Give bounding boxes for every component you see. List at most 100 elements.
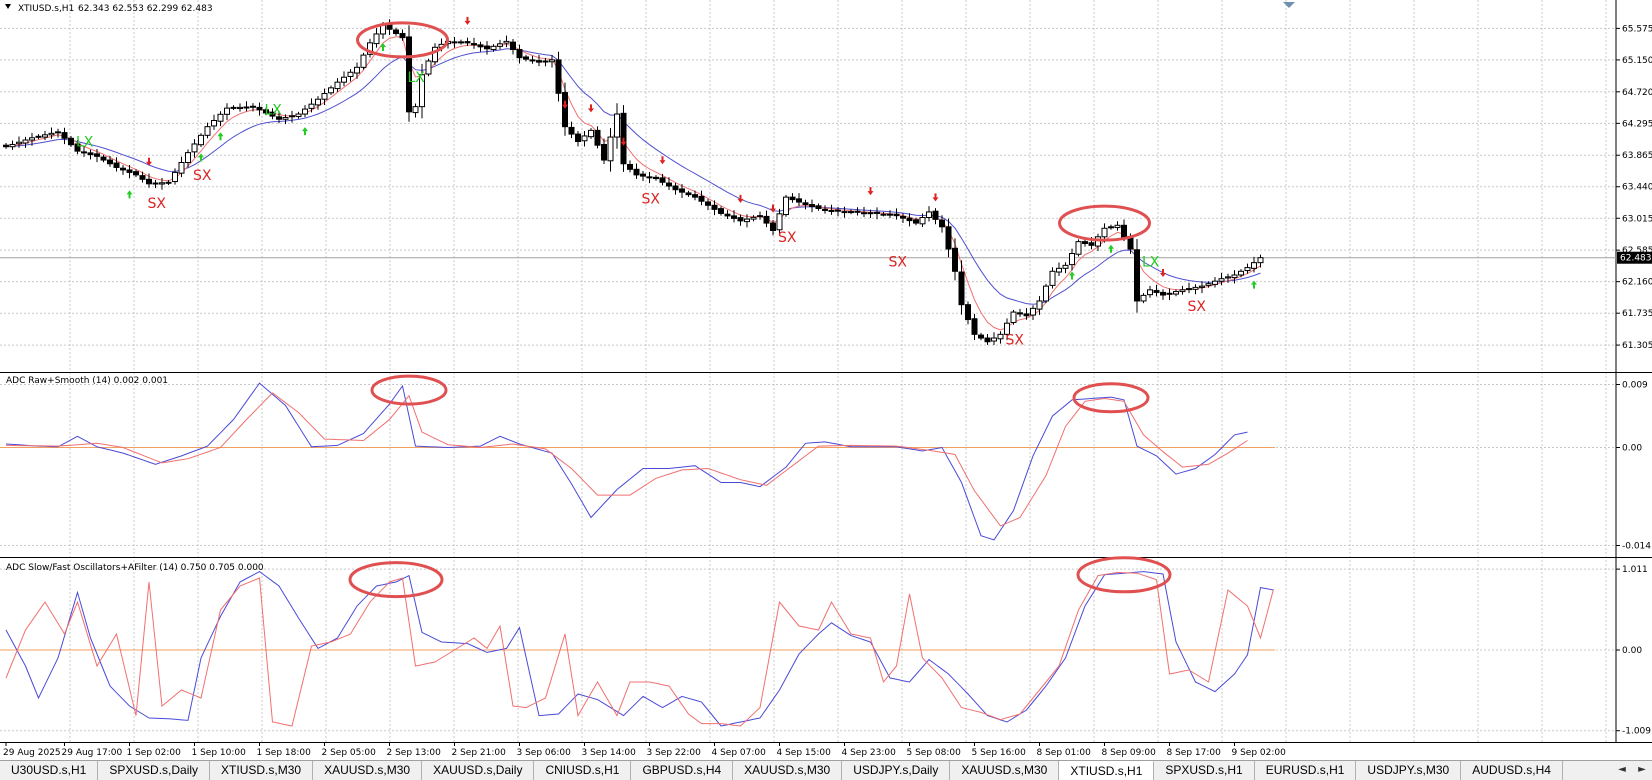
candle-body — [1199, 285, 1205, 288]
candle-body — [432, 46, 438, 63]
candle — [1075, 239, 1082, 257]
candle — [484, 41, 490, 55]
candle-body — [458, 41, 464, 44]
candle — [198, 133, 204, 147]
tab-eurusd-s-h1[interactable]: EURUSD.s,H1 — [1255, 761, 1357, 780]
candle-body — [471, 43, 477, 46]
axis-tick-label: 0.00 — [1622, 646, 1642, 656]
candle-body — [672, 185, 679, 191]
sell-arrow-icon — [770, 204, 776, 213]
candle — [1257, 254, 1264, 268]
axis-tick-label: 62.585 — [1622, 246, 1652, 256]
candle — [880, 211, 887, 217]
oscillator-fast-line — [5, 571, 1274, 727]
tab-xauusd-s-m30[interactable]: XAUUSD.s,M30 — [313, 761, 423, 780]
candle-body — [841, 211, 848, 214]
highlight-ellipse — [1058, 204, 1151, 242]
candle — [48, 127, 55, 139]
tab-xauusd-s-daily[interactable]: XAUUSD.s,Daily — [422, 761, 535, 780]
candle-body — [523, 56, 529, 60]
candle-body — [796, 198, 802, 203]
candle-body — [646, 176, 653, 179]
axis-tick-label: 62.160 — [1622, 278, 1652, 288]
candle-body — [94, 153, 100, 157]
candle-body — [334, 81, 341, 90]
tab-u30usd-s-h1[interactable]: U30USD.s,H1 — [0, 761, 99, 780]
candle — [256, 102, 263, 116]
candle-body — [1251, 262, 1257, 269]
buy-arrow-icon — [1108, 244, 1114, 253]
candle-body — [848, 211, 854, 214]
candle — [1030, 305, 1036, 320]
candle — [1134, 238, 1140, 313]
candle — [126, 165, 133, 179]
candle-body — [984, 337, 991, 343]
candle-body — [867, 212, 874, 215]
candle-body — [1160, 291, 1166, 296]
candle-body — [126, 169, 133, 173]
tab-usdjpy-s-m30[interactable]: USDJPY.s,M30 — [1356, 761, 1462, 780]
sell-arrow-icon — [588, 104, 594, 113]
candle-body — [217, 113, 224, 122]
candle — [926, 206, 932, 222]
tab-gbpusd-s-h4[interactable]: GBPUSD.s,H4 — [631, 761, 734, 780]
candle-body — [373, 33, 380, 45]
axis-tick-label: 0.009 — [1622, 381, 1648, 391]
candle — [159, 177, 165, 190]
sell-arrow-icon — [737, 194, 744, 203]
candle — [1049, 267, 1056, 289]
window-menu-triangle-icon[interactable] — [5, 4, 11, 9]
shift-marker-icon[interactable] — [1283, 2, 1295, 8]
tab-xauusd-s-m30[interactable]: XAUUSD.s,M30 — [733, 761, 843, 780]
candle-body — [978, 334, 984, 339]
tab-audusd-s-h4[interactable]: AUDUSD.s,H4 — [1461, 761, 1563, 780]
candle — [1153, 284, 1160, 297]
buy-arrow-icon — [1251, 280, 1257, 289]
candle — [61, 127, 68, 145]
candle — [334, 78, 341, 92]
candle — [757, 211, 763, 220]
candle-body — [594, 129, 601, 146]
candle — [425, 58, 432, 77]
candle — [835, 206, 841, 217]
axis-tick-label: 61.305 — [1622, 341, 1652, 351]
candle-body — [1082, 241, 1088, 244]
tab-spxusd-s-h1[interactable]: SPXUSD.s,H1 — [1154, 761, 1255, 780]
candle — [81, 146, 87, 157]
candle — [627, 160, 633, 173]
candle-body — [685, 192, 692, 196]
bid-price-badge — [1617, 251, 1652, 264]
candle — [633, 163, 640, 179]
candle — [35, 134, 42, 140]
tab-xtiusd-s-h1[interactable]: XTIUSD.s,H1 — [1059, 761, 1155, 780]
chart-area[interactable]: LX SX SX LX LX SX SX SX SX LX SX 62.483 65.575 65.15… — [0, 0, 1652, 760]
candle-body — [516, 49, 523, 59]
candle-body — [1101, 227, 1108, 238]
candle-body — [1225, 276, 1231, 279]
time-tick-label: 8 Sep 17:00 — [1167, 748, 1222, 758]
tab-xtiusd-s-m30[interactable]: XTIUSD.s,M30 — [210, 761, 314, 780]
candle-body — [451, 41, 458, 44]
adc-raw-smooth-title: ADC Raw+Smooth (14) 0.002 0.001 — [6, 376, 168, 386]
candle — [731, 210, 737, 223]
candle — [341, 71, 347, 87]
arrow-left-icon[interactable]: ◄ — [1618, 764, 1626, 775]
tab-spxusd-s-daily[interactable]: SPXUSD.s,Daily — [98, 761, 211, 780]
tab-usdjpy-s-daily[interactable]: USDJPY.s,Daily — [842, 761, 951, 780]
candle — [568, 121, 575, 139]
candle-body — [705, 201, 711, 206]
candle-body — [575, 133, 581, 142]
candle — [549, 55, 555, 68]
candle-body — [1257, 257, 1264, 264]
candle — [263, 107, 269, 116]
candle-body — [770, 222, 776, 231]
time-tick-label: 4 Sep 15:00 — [777, 748, 832, 758]
arrow-right-icon[interactable]: ► — [1638, 764, 1646, 775]
candle-body — [601, 143, 607, 161]
candle — [542, 57, 549, 67]
candle — [302, 105, 308, 118]
tab-xauusd-s-m30[interactable]: XAUUSD.s,M30 — [950, 761, 1060, 780]
tab-cniusd-s-h1[interactable]: CNIUSD.s,H1 — [534, 761, 632, 780]
sell-arrow-icon — [620, 137, 627, 146]
candle-body — [906, 217, 913, 222]
